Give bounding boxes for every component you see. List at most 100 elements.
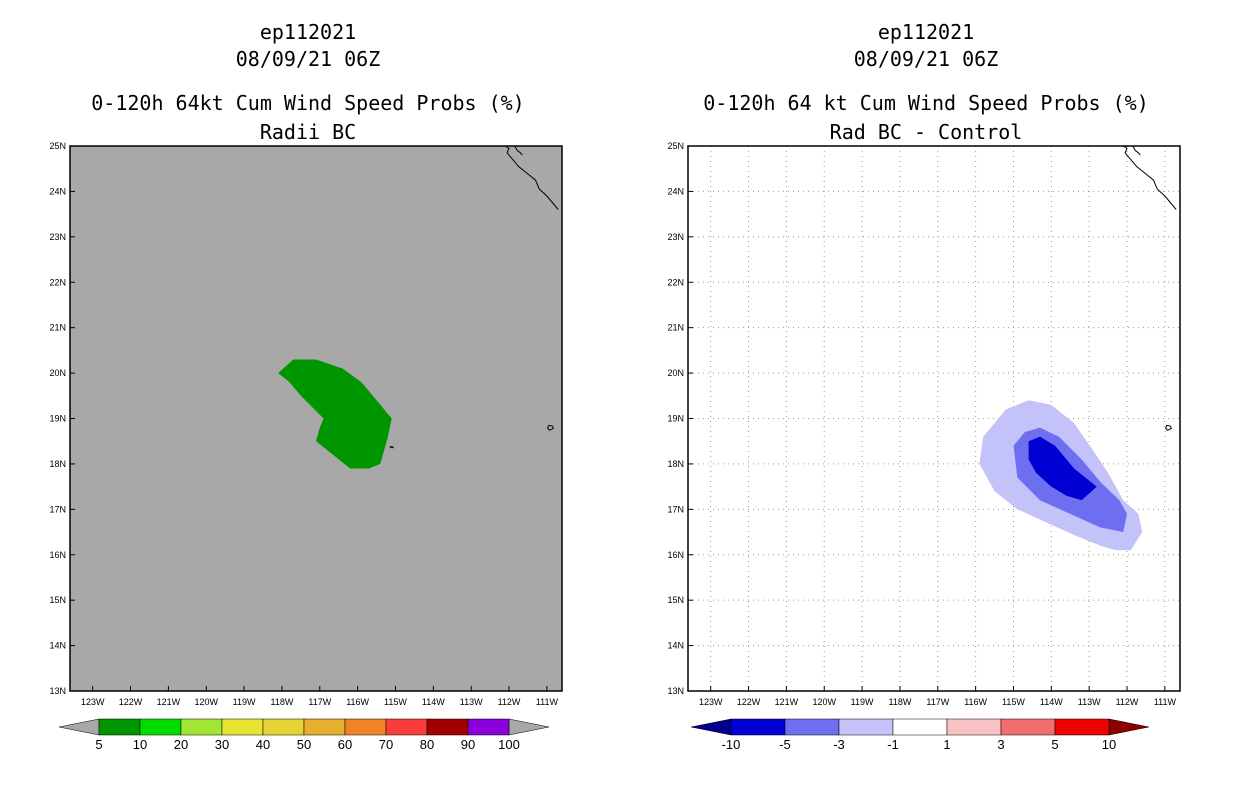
left-x-tick-label: 114W xyxy=(422,697,445,707)
left-y-tick-label: 24N xyxy=(49,186,66,196)
right-y-tick-label: 24N xyxy=(667,186,684,196)
left-colorbar-label: 60 xyxy=(338,737,352,752)
right-y-tick-label: 16N xyxy=(667,550,684,560)
left-x-tick-label: 111W xyxy=(536,697,559,707)
right-y-tick-label: 22N xyxy=(667,277,684,287)
left-plot-background xyxy=(70,146,562,691)
right-x-tick-label: 121W xyxy=(775,697,799,707)
left-x-tick-label: 121W xyxy=(157,697,181,707)
right-colorbar-swatch xyxy=(892,718,948,736)
right-colorbar-swatch xyxy=(730,718,786,736)
right-colorbar-label: -10 xyxy=(722,737,741,752)
left-x-tick-label: 112W xyxy=(498,697,521,707)
right-colorbar-label: -1 xyxy=(887,737,899,752)
right-chart-subtitle: Rad BC - Control xyxy=(829,120,1023,144)
right-x-tick-label: 118W xyxy=(889,697,912,707)
right-x-tick-label: 111W xyxy=(1154,697,1177,707)
right-colorbar-label: 5 xyxy=(1051,737,1058,752)
left-y-tick-label: 23N xyxy=(49,232,66,242)
right-y-tick-label: 13N xyxy=(667,686,684,696)
left-colorbar-swatch xyxy=(467,718,510,736)
left-colorbar-swatch xyxy=(180,718,223,736)
left-x-tick-label: 117W xyxy=(308,697,331,707)
left-coastline xyxy=(504,145,559,210)
left-colorbar-label: 90 xyxy=(461,737,475,752)
left-colorbar-label: 20 xyxy=(174,737,188,752)
left-x-tick-label: 122W xyxy=(119,697,143,707)
left-coastline xyxy=(514,145,523,156)
left-colorbar-label: 70 xyxy=(379,737,393,752)
left-colorbar-label: 5 xyxy=(95,737,102,752)
right-colorbar-swatch xyxy=(784,718,840,736)
left-y-tick-label: 19N xyxy=(49,414,66,424)
left-colorbar-swatch xyxy=(344,718,387,736)
right-y-tick-label: 21N xyxy=(667,323,684,333)
right-colorbar-swatch xyxy=(946,718,1002,736)
right-island xyxy=(1165,424,1172,431)
right-x-tick-label: 122W xyxy=(737,697,761,707)
left-y-tick-label: 14N xyxy=(49,641,66,651)
left-x-tick-label: 120W xyxy=(194,697,218,707)
left-y-tick-label: 25N xyxy=(49,141,66,151)
left-y-tick-label: 16N xyxy=(49,550,66,560)
right-colorbar-arrow-high xyxy=(1108,718,1150,736)
left-colorbar-swatch xyxy=(385,718,428,736)
left-chart-title: 0-120h 64kt Cum Wind Speed Probs (%) xyxy=(91,91,525,115)
left-colorbar-label: 10 xyxy=(133,737,147,752)
left-x-tick-label: 116W xyxy=(346,697,369,707)
right-x-tick-label: 117W xyxy=(926,697,949,707)
left-colorbar-label: 100 xyxy=(498,737,520,752)
left-chart-subtitle: Radii BC xyxy=(259,120,357,144)
left-islet xyxy=(389,445,394,449)
left-y-tick-label: 13N xyxy=(49,686,66,696)
right-datetime: 08/09/21 06Z xyxy=(853,47,999,71)
right-y-tick-label: 25N xyxy=(667,141,684,151)
right-x-tick-label: 119W xyxy=(851,697,874,707)
left-colorbar-label: 30 xyxy=(215,737,229,752)
left-island xyxy=(547,424,554,431)
left-colorbar-swatch xyxy=(98,718,141,736)
right-x-tick-label: 120W xyxy=(812,697,836,707)
left-chart: 123W 122W 121W 120W 119W 118W 117W 116W 115W 114W… xyxy=(49,141,563,752)
left-y-tick-label: 15N xyxy=(49,595,66,605)
right-colorbar-label: -3 xyxy=(833,737,845,752)
left-colorbar-arrow-low xyxy=(58,718,100,736)
right-colorbar-label: 3 xyxy=(997,737,1004,752)
left-colorbar-swatch xyxy=(221,718,264,736)
right-colorbar-swatch xyxy=(1054,718,1110,736)
left-colorbar-label: 80 xyxy=(420,737,434,752)
left-y-tick-label: 17N xyxy=(49,504,66,514)
left-datetime: 08/09/21 06Z xyxy=(235,47,381,71)
right-x-tick-label: 115W xyxy=(1002,697,1025,707)
left-y-tick-label: 18N xyxy=(49,459,66,469)
left-colorbar-swatch xyxy=(262,718,305,736)
right-chart: 123W 122W 121W 120W 119W 118W 117W 116W 115W 114W… xyxy=(667,141,1181,752)
right-x-tick-label: 116W xyxy=(964,697,987,707)
right-colorbar-label: -5 xyxy=(779,737,791,752)
right-x-tick-label: 113W xyxy=(1078,697,1101,707)
left-x-tick-label: 123W xyxy=(81,697,105,707)
left-colorbar-swatch xyxy=(303,718,346,736)
left-x-tick-label: 115W xyxy=(384,697,407,707)
left-y-tick-label: 20N xyxy=(49,368,66,378)
left-x-tick-label: 119W xyxy=(233,697,256,707)
right-colorbar-label: 1 xyxy=(943,737,950,752)
right-colorbar-arrow-low xyxy=(690,718,732,736)
left-colorbar-label: 50 xyxy=(297,737,311,752)
left-y-tick-label: 21N xyxy=(49,323,66,333)
left-colorbar-swatch xyxy=(139,718,182,736)
right-colorbar-swatch xyxy=(838,718,894,736)
right-y-tick-label: 15N xyxy=(667,595,684,605)
right-x-tick-label: 123W xyxy=(699,697,723,707)
right-y-tick-label: 23N xyxy=(667,232,684,242)
right-y-tick-label: 18N xyxy=(667,459,684,469)
left-colorbar-swatch xyxy=(426,718,469,736)
left-storm-id: ep112021 xyxy=(259,20,357,44)
left-x-tick-label: 118W xyxy=(271,697,294,707)
right-x-tick-label: 112W xyxy=(1116,697,1139,707)
right-contour-2 xyxy=(1028,436,1097,501)
right-y-tick-label: 20N xyxy=(667,368,684,378)
right-coastline xyxy=(1122,145,1177,210)
right-x-tick-label: 114W xyxy=(1040,697,1063,707)
left-contour-0 xyxy=(278,359,392,469)
